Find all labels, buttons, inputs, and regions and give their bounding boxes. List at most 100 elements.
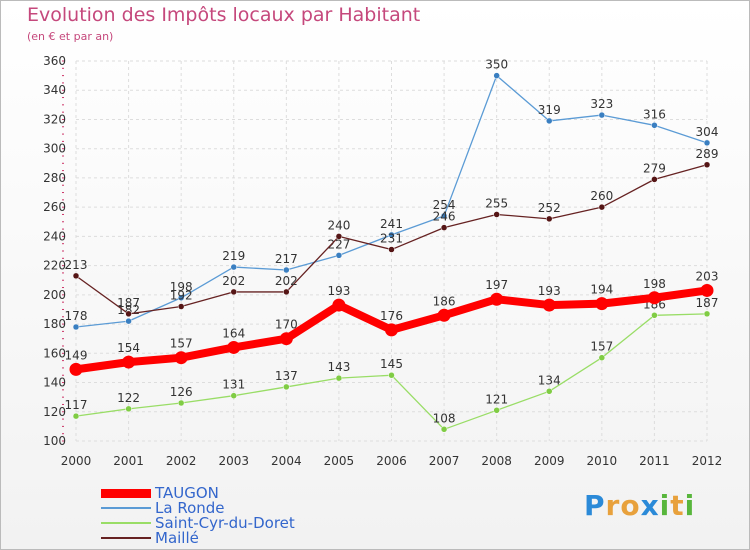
legend-swatch [101,488,151,498]
data-point [595,297,609,311]
data-label: 137 [275,369,298,383]
data-label: 254 [433,198,456,212]
data-label: 145 [380,357,403,371]
y-tick-label: 340 [43,83,66,97]
y-tick-label: 240 [43,229,66,243]
y-tick-label: 120 [43,405,66,419]
data-point [283,266,290,274]
data-point [388,371,395,379]
data-label: 203 [696,269,719,283]
data-point [69,362,83,376]
y-tick-label: 180 [43,317,66,331]
series-maill-: 213 187 192 202 202 240 231 246 255 252 260 279 289 [65,147,719,318]
data-label: 122 [117,391,140,405]
data-point [279,332,293,346]
data-label: 323 [590,97,613,111]
y-tick-label: 100 [43,434,66,448]
data-label: 178 [65,309,88,323]
data-label: 316 [643,107,666,121]
y-tick-label: 300 [43,142,66,156]
y-tick-label: 280 [43,171,66,185]
data-point [651,312,658,319]
x-tick-label: 2012 [692,454,723,468]
legend-label: Maillé [155,529,199,547]
legend-label: La Ronde [155,499,225,517]
x-tick-label: 2009 [534,454,565,468]
data-point [703,310,711,318]
logo-letter: o [620,489,641,522]
data-point [490,292,504,306]
data-point [703,139,711,147]
data-label: 255 [485,196,508,210]
data-label: 260 [590,189,613,203]
data-point [493,72,500,79]
logo-letter: r [605,489,621,522]
data-label: 202 [222,274,245,288]
legend-swatch [101,537,151,539]
data-label: 186 [433,294,456,308]
data-label: 289 [696,147,719,161]
data-point [440,224,448,231]
x-tick-label: 2001 [113,454,144,468]
data-label: 219 [222,249,245,263]
y-tick-label: 140 [43,376,66,390]
data-point [440,426,448,433]
x-tick-label: 2002 [166,454,197,468]
data-point [546,388,553,395]
series-taugon: 149 154 157 164 170 193 176 186 197 193 194 198 203 [65,269,719,376]
data-label: 157 [590,340,613,354]
y-tick-label: 220 [43,259,66,273]
data-point [230,288,237,296]
data-label: 117 [65,398,88,412]
data-label: 157 [170,337,193,351]
data-point [700,283,714,297]
data-point [493,211,500,218]
data-label: 192 [170,289,193,303]
chart-subtitle: (en € et par an) [27,30,114,43]
data-point [177,399,185,407]
data-label: 213 [65,258,88,272]
logo-letter: t [670,489,685,522]
data-point [385,323,398,337]
logo-letter: P [584,489,606,522]
data-label: 187 [696,296,719,310]
y-tick-label: 160 [43,346,66,360]
data-label: 198 [170,280,193,294]
data-label: 246 [433,210,456,224]
data-point [546,117,553,125]
data-point [335,374,343,382]
data-point [332,298,346,312]
x-tick-label: 2005 [324,454,355,468]
y-tick-label: 360 [43,54,66,68]
data-point [174,351,188,365]
proxiti-logo: Proxiti [584,489,695,522]
y-tick-label: 320 [43,112,66,126]
data-point [388,246,395,253]
data-label: 187 [117,296,140,310]
y-tick-label: 260 [43,200,66,214]
data-label: 143 [327,360,350,374]
data-label: 170 [275,318,298,332]
data-label: 149 [65,348,88,362]
data-point [651,176,658,183]
x-tick-label: 2007 [429,454,460,468]
data-point [72,272,80,280]
data-point [125,317,132,325]
data-label: 217 [275,252,298,266]
data-point [546,215,553,223]
data-point [72,323,80,331]
legend-label: Saint-Cyr-du-Doret [155,514,295,532]
x-tick-label: 2004 [271,454,302,468]
data-point [598,203,606,211]
legend-swatch [101,507,151,509]
chart-title: Evolution des Impôts locaux par Habitant [27,4,421,26]
x-tick-label: 2000 [61,454,92,468]
data-point [335,252,343,259]
data-label: 193 [538,284,561,298]
data-label: 154 [117,341,140,355]
data-label: 164 [222,326,245,340]
data-point [335,233,343,240]
data-label: 134 [538,373,561,387]
